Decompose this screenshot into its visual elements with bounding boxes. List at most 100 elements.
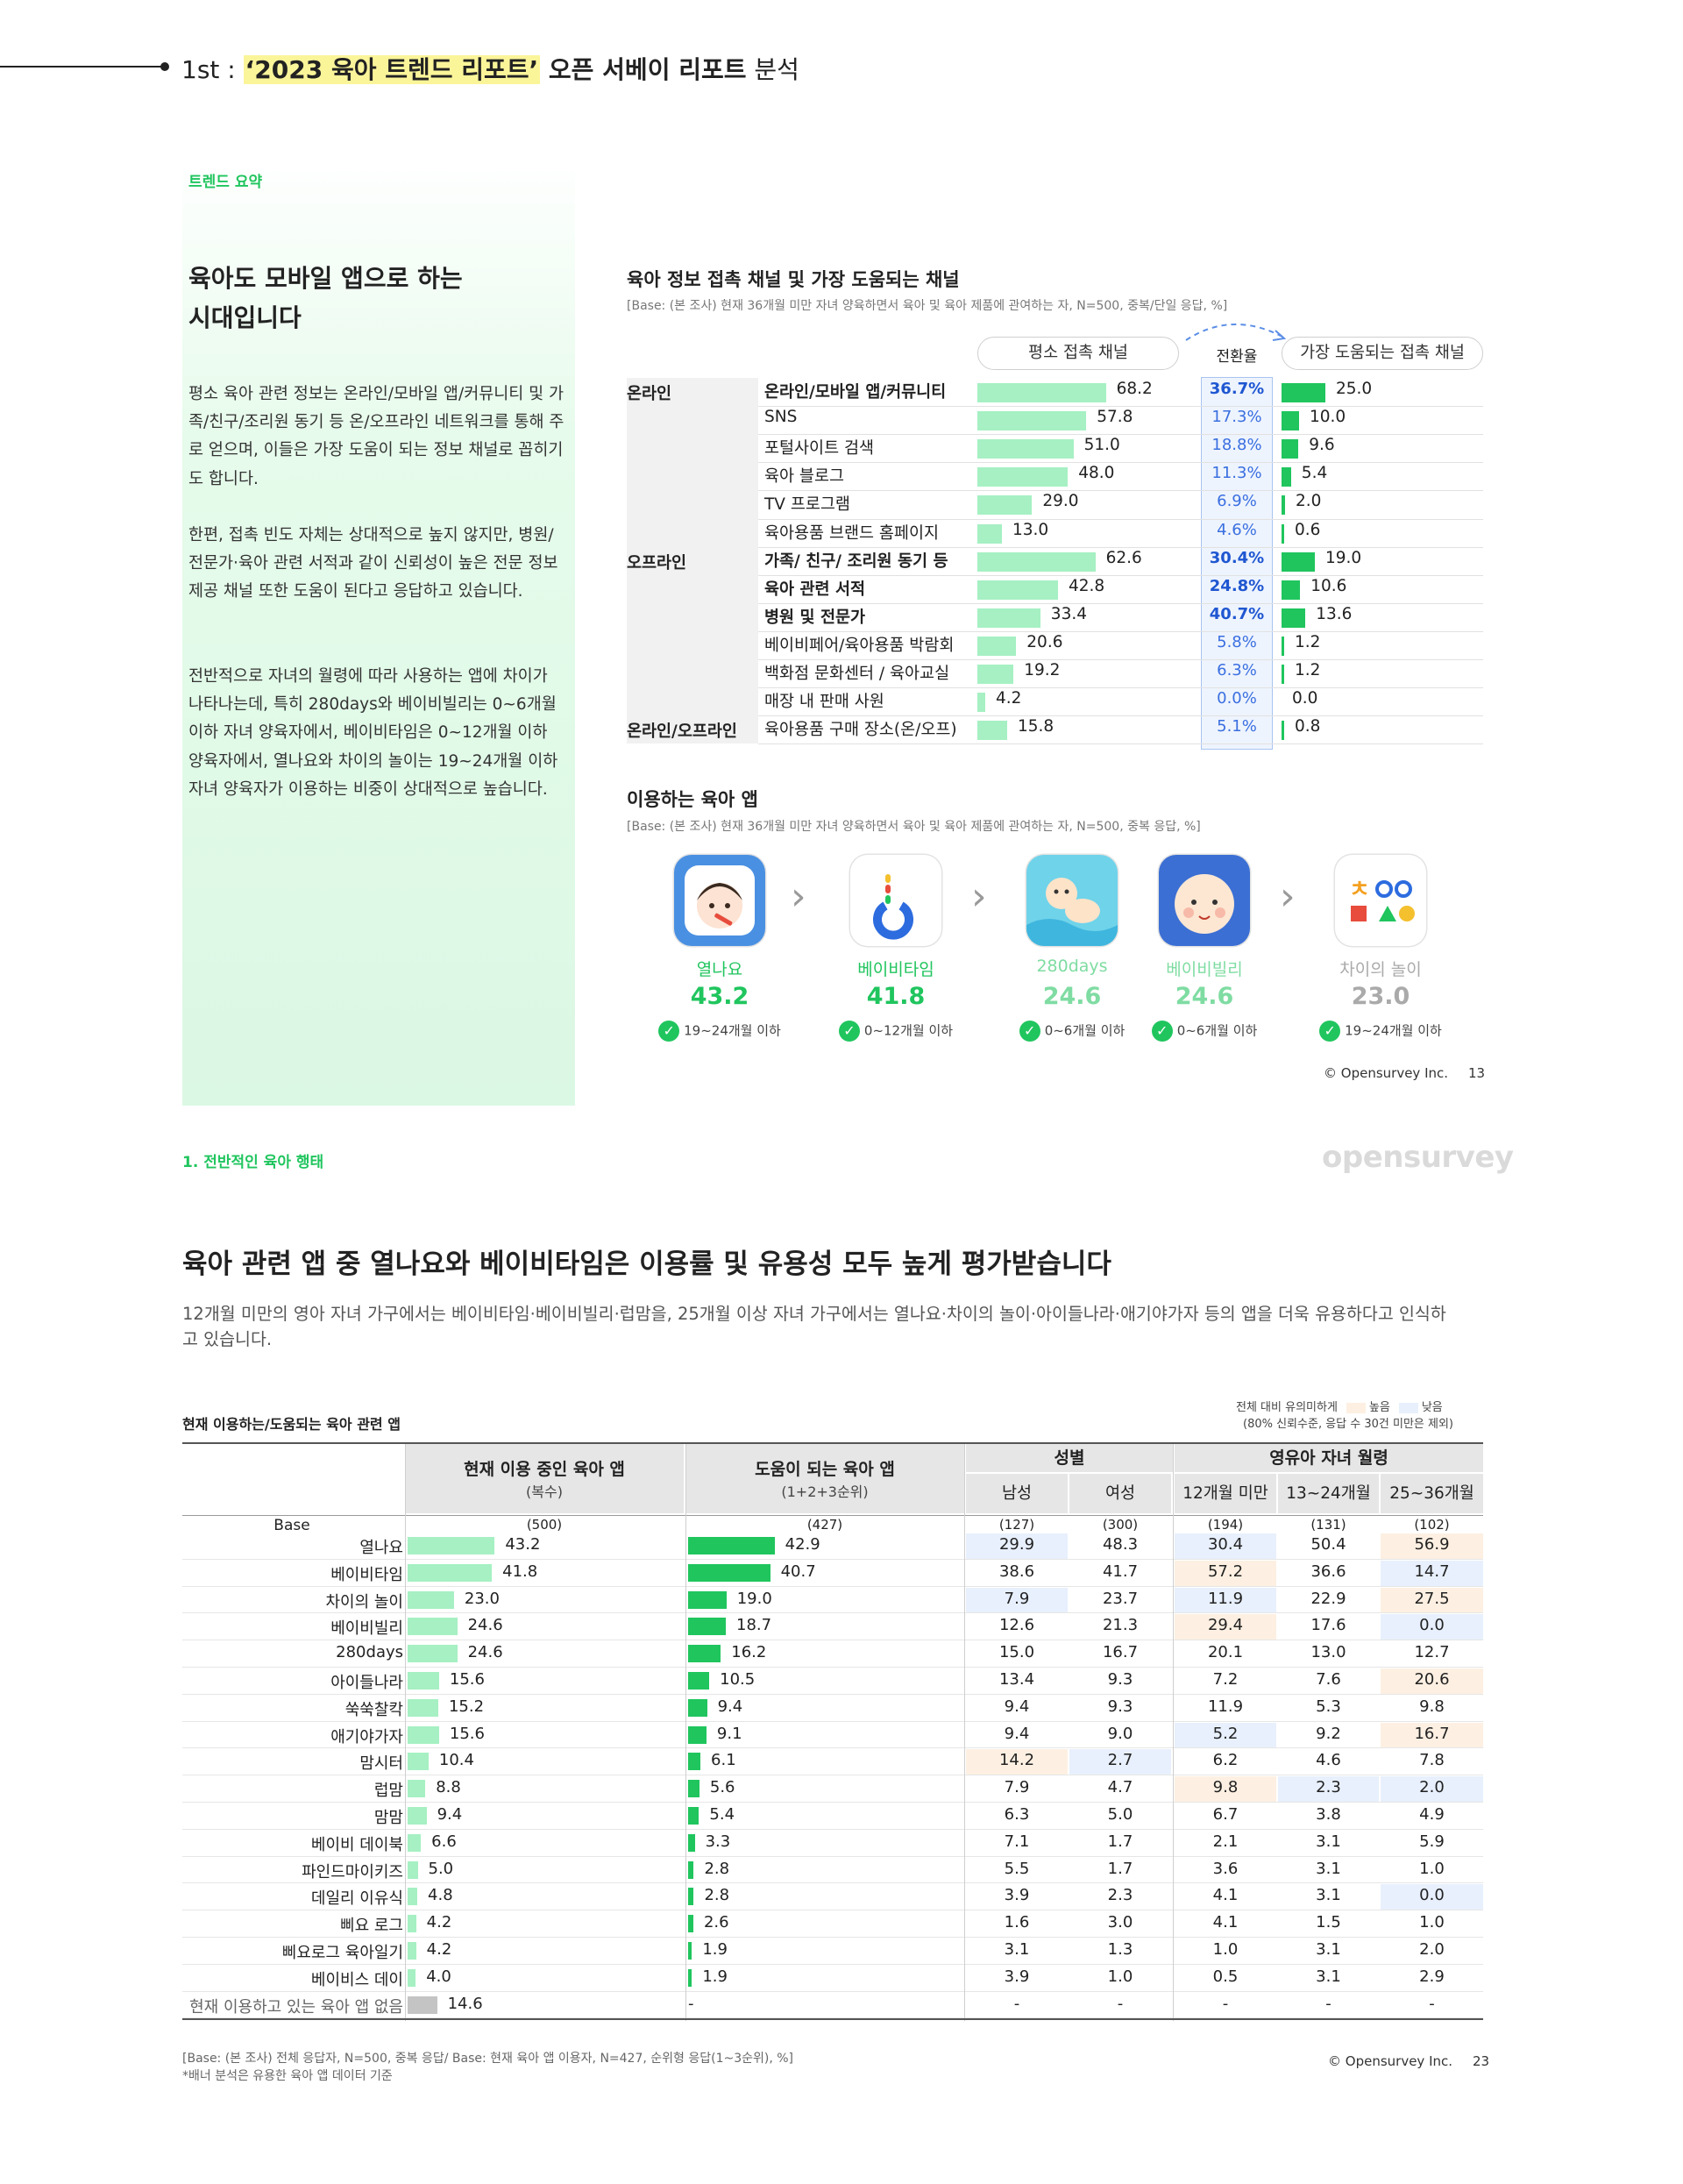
shapes-logo-icon[interactable]: ㅊ — [1335, 855, 1426, 946]
baby-fever-icon[interactable] — [674, 855, 765, 946]
helpful-bar — [688, 1537, 775, 1554]
using-bar — [408, 1968, 416, 1987]
row-divider — [758, 630, 1483, 632]
svg-text:ㅊ: ㅊ — [1349, 877, 1370, 903]
table-cell: 11.9 — [1207, 1697, 1244, 1716]
helpful-bar — [1282, 551, 1315, 572]
sig-high-cell — [1381, 1668, 1483, 1695]
table-cell: 7.9 — [1004, 1778, 1030, 1797]
channel-group-label: 온라인 — [627, 385, 672, 403]
contact-bar — [977, 721, 1007, 741]
table-row-label: 열나요 — [359, 1539, 403, 1557]
apps-base: [Base: (본 조사) 현재 36개월 미만 자녀 양육하면서 육아 및 육… — [627, 820, 1201, 834]
row-divider — [182, 1693, 1483, 1695]
using-value: 10.4 — [438, 1751, 474, 1770]
row-divider — [758, 715, 1483, 717]
using-bar — [408, 1725, 439, 1744]
table-row-label: 삐요 로그 — [340, 1917, 403, 1936]
table-cell: 7.8 — [1419, 1751, 1445, 1770]
conversion-value: 36.7% — [1209, 380, 1265, 398]
row-divider — [758, 434, 1483, 436]
sig-low-cell — [1069, 1749, 1171, 1776]
summary-title-line: 시대입니다 — [188, 303, 302, 332]
babytime-logo-icon[interactable] — [850, 855, 941, 946]
helpful-bar — [1282, 608, 1306, 628]
table-cell: 30.4 — [1207, 1535, 1244, 1554]
table-cell: 3.6 — [1212, 1859, 1239, 1878]
baby-face-icon[interactable] — [1159, 855, 1250, 946]
table-row-label: 데일리 이유식 — [310, 1889, 403, 1909]
row-divider — [182, 1855, 1483, 1857]
table-row-label: 차이의 놀이 — [325, 1592, 403, 1611]
table-cell: 1.0 — [1212, 1940, 1239, 1959]
table-cell: 4.1 — [1212, 1886, 1239, 1905]
row-divider — [758, 687, 1483, 689]
contact-value: 29.0 — [1042, 492, 1079, 511]
table-cell: - — [1117, 1994, 1124, 2013]
table-cell: 9.4 — [1004, 1724, 1030, 1743]
table-cell: 2.7 — [1107, 1751, 1133, 1770]
table-cell: 27.5 — [1414, 1589, 1450, 1608]
table-cell: 7.9 — [1004, 1589, 1030, 1608]
row-divider — [758, 574, 1483, 576]
row-divider — [182, 2017, 1483, 2019]
table-row-label: 베이비스 데이 — [310, 1970, 403, 1989]
summary-title: 육아도 모바일 앱으로 하는 시대입니다 — [188, 259, 557, 338]
table-row-label: 럽맘 — [373, 1782, 403, 1801]
contact-value: 4.2 — [996, 689, 1022, 708]
helpful-value: 40.7 — [780, 1562, 816, 1581]
baby-swim-icon[interactable] — [1026, 855, 1118, 946]
summary-panel — [182, 153, 575, 1106]
conversion-value: 24.8% — [1209, 576, 1265, 595]
table-cell: 7.2 — [1212, 1670, 1239, 1689]
col-using-header: 현재 이용 중인 육아 앱 (복수) — [405, 1444, 684, 1513]
row-divider — [758, 659, 1483, 660]
app-name: 베이비타임 — [857, 960, 934, 979]
header-rule — [0, 66, 163, 68]
using-bar — [408, 1537, 495, 1554]
contact-bar — [977, 411, 1087, 431]
helpful-value: 9.4 — [717, 1697, 743, 1716]
row-divider — [758, 743, 1483, 745]
sig-low-swatch — [1398, 1402, 1418, 1413]
conversion-value: 6.9% — [1217, 492, 1257, 511]
using-bar — [408, 1888, 418, 1906]
using-value: 15.6 — [449, 1724, 485, 1743]
contact-value: 13.0 — [1012, 520, 1049, 539]
helpful-value: 9.6 — [1309, 436, 1335, 455]
sig-low-cell — [1381, 1560, 1483, 1587]
app-value: 24.6 — [1042, 983, 1102, 1010]
contact-bar — [977, 551, 1096, 572]
helpful-value: 2.0 — [1296, 492, 1322, 511]
table-cell: 3.9 — [1004, 1886, 1030, 1905]
row-divider — [182, 1558, 1483, 1560]
table-cell: 4.1 — [1212, 1913, 1239, 1932]
col-helpful-pill: 가장 도움되는 접촉 채널 — [1282, 337, 1483, 370]
using-value: 14.6 — [447, 1994, 483, 2013]
helpful-bar — [1282, 636, 1284, 656]
helpful-value: 19.0 — [736, 1589, 772, 1608]
row-divider — [182, 1828, 1483, 1830]
table-cell: 1.7 — [1107, 1859, 1133, 1878]
table-cell: 6.3 — [1004, 1805, 1030, 1824]
helpful-value: 42.9 — [785, 1535, 820, 1554]
channel-label: 포털사이트 검색 — [764, 439, 875, 459]
table-cell: 14.2 — [998, 1751, 1035, 1770]
sig-high-cell — [1175, 1776, 1276, 1803]
helpful-value: 13.6 — [1316, 604, 1353, 623]
table-row-label: 쑥쑥찰칵 — [344, 1700, 403, 1719]
channel-label: 육아 블로그 — [764, 467, 844, 487]
helpful-bar — [688, 1942, 692, 1960]
col-contact-pill: 평소 접촉 채널 — [977, 337, 1179, 370]
contact-value: 42.8 — [1069, 576, 1105, 595]
conversion-arrow-icon — [1185, 324, 1287, 341]
app-age-note-text: 0~12개월 이하 — [863, 1022, 954, 1039]
helpful-value: 2.8 — [704, 1859, 730, 1878]
using-value: 8.8 — [436, 1778, 461, 1797]
helpful-value: 16.2 — [731, 1643, 767, 1662]
table-cell: 3.9 — [1004, 1967, 1030, 1986]
table-cell: 16.7 — [1414, 1724, 1450, 1743]
row-divider — [182, 1667, 1483, 1668]
helpful-value: 1.2 — [1295, 632, 1321, 651]
app-age-note-text: 0~6개월 이하 — [1044, 1022, 1126, 1039]
